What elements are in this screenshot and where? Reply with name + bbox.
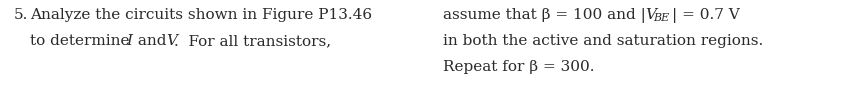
Text: Repeat for β = 300.: Repeat for β = 300. — [443, 60, 594, 74]
Text: .  For all transistors,: . For all transistors, — [174, 34, 331, 48]
Text: Analyze the circuits shown in Figure P13.46: Analyze the circuits shown in Figure P13… — [30, 8, 372, 22]
Text: to determine: to determine — [30, 34, 134, 48]
Text: and: and — [133, 34, 171, 48]
Text: BE: BE — [653, 13, 669, 23]
Text: assume that β = 100 and |: assume that β = 100 and | — [443, 8, 646, 23]
Text: V: V — [645, 8, 656, 22]
Text: V: V — [166, 34, 177, 48]
Text: 5.: 5. — [14, 8, 29, 22]
Text: I: I — [126, 34, 132, 48]
Text: in both the active and saturation regions.: in both the active and saturation region… — [443, 34, 763, 48]
Text: | = 0.7 V: | = 0.7 V — [672, 8, 740, 23]
